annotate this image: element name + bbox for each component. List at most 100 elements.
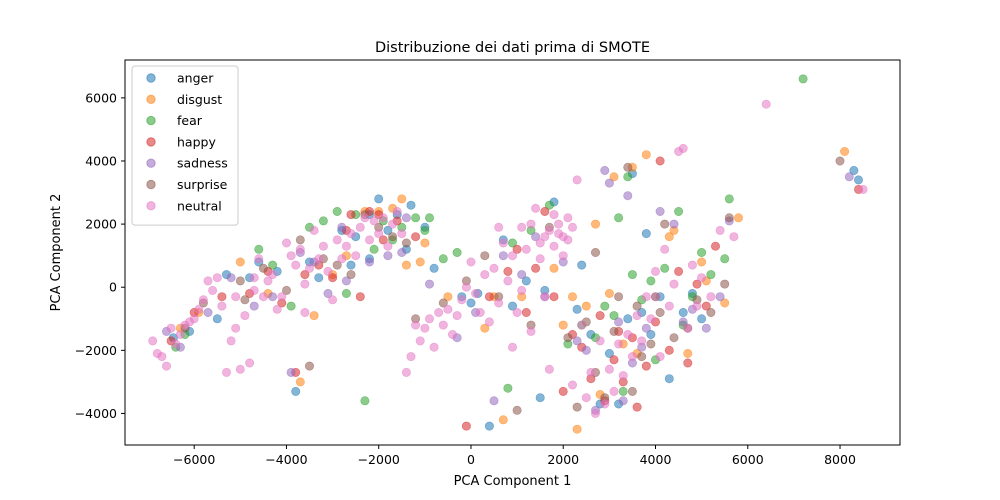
point-disgust-20 (558, 320, 568, 330)
point-surprise-16 (438, 298, 448, 308)
point-sadness-25 (581, 345, 591, 355)
point-happy-7 (300, 270, 310, 280)
x-axis: −6000 −4000 −2000 0 2000 4000 6000 8000 (173, 445, 856, 467)
point-neutral-65 (447, 329, 457, 339)
point-anger-28 (535, 393, 545, 403)
point-happy-34 (632, 402, 642, 412)
point-neutral-116 (683, 323, 693, 333)
point-sadness-13 (383, 251, 393, 261)
point-neutral-29 (281, 238, 291, 248)
point-fear-26 (600, 301, 610, 311)
point-neutral-137 (249, 273, 259, 283)
point-surprise-18 (480, 251, 490, 261)
point-fear-22 (544, 200, 554, 210)
point-neutral-118 (692, 301, 702, 311)
x-tick-label: 8000 (824, 452, 856, 467)
point-neutral-13 (208, 285, 218, 295)
y-tick-label: −2000 (75, 343, 117, 358)
point-neutral-50 (378, 213, 388, 223)
point-neutral-54 (397, 229, 407, 239)
point-happy-12 (355, 292, 365, 302)
point-fear-3 (268, 260, 278, 270)
x-tick-label: −4000 (265, 452, 307, 467)
point-neutral-126 (544, 364, 554, 374)
point-disgust-41 (567, 292, 577, 302)
point-neutral-9 (189, 314, 199, 324)
point-fear-30 (627, 270, 637, 280)
point-happy-11 (346, 210, 356, 220)
point-neutral-82 (526, 326, 536, 336)
point-sadness-24 (572, 336, 582, 346)
point-surprise-5 (281, 285, 291, 295)
point-disgust-13 (420, 238, 430, 248)
point-neutral-36 (314, 254, 324, 264)
point-neutral-83 (531, 203, 541, 213)
point-surprise-42 (835, 156, 845, 166)
legend-label-anger: anger (177, 71, 214, 86)
point-neutral-108 (646, 314, 656, 324)
point-neutral-115 (678, 143, 688, 153)
point-happy-31 (609, 355, 619, 365)
point-disgust-5 (309, 311, 319, 321)
point-neutral-27 (272, 304, 282, 314)
point-fear-35 (674, 207, 684, 217)
point-surprise-36 (669, 333, 679, 343)
point-neutral-98 (600, 399, 610, 409)
point-surprise-4 (258, 263, 268, 273)
point-sadness-44 (397, 248, 407, 258)
point-neutral-120 (706, 292, 716, 302)
point-sadness-42 (844, 172, 854, 182)
point-neutral-94 (581, 393, 591, 403)
point-fear-44 (420, 225, 430, 235)
point-anger-40 (641, 229, 651, 239)
legend-marker-neutral (146, 201, 156, 211)
point-neutral-57 (411, 320, 421, 330)
point-neutral-62 (434, 307, 444, 317)
point-anger-20 (429, 263, 439, 273)
point-disgust-39 (840, 147, 850, 157)
point-neutral-87 (549, 241, 559, 251)
point-happy-15 (378, 235, 388, 245)
point-neutral-58 (415, 336, 425, 346)
point-neutral-97 (595, 336, 605, 346)
point-neutral-96 (590, 408, 600, 418)
x-tick-label: 2000 (547, 452, 579, 467)
point-fear-28 (614, 213, 624, 223)
point-sadness-43 (623, 191, 633, 201)
point-disgust-30 (641, 150, 651, 160)
point-fear-7 (332, 207, 342, 217)
point-surprise-35 (660, 219, 670, 229)
point-disgust-26 (609, 172, 619, 182)
point-happy-9 (328, 273, 338, 283)
point-sadness-33 (641, 323, 651, 333)
point-disgust-21 (572, 424, 582, 434)
x-tick-label: 6000 (732, 452, 764, 467)
point-neutral-128 (558, 251, 568, 261)
point-neutral-55 (401, 367, 411, 377)
point-surprise-10 (346, 270, 356, 280)
point-sadness-4 (249, 301, 259, 311)
point-sadness-39 (701, 323, 711, 333)
point-fear-8 (341, 288, 351, 298)
point-fear-15 (411, 213, 421, 223)
point-sadness-37 (678, 317, 688, 327)
point-neutral-23 (254, 254, 264, 264)
point-neutral-31 (291, 260, 301, 270)
point-neutral-130 (526, 219, 536, 229)
point-fear-16 (424, 213, 434, 223)
point-happy-38 (664, 345, 674, 355)
point-neutral-5 (171, 339, 181, 349)
point-happy-17 (411, 232, 421, 242)
point-happy-18 (461, 421, 471, 431)
y-axis-label: PCA Component 2 (49, 194, 64, 312)
y-axis: −4000 −2000 0 2000 4000 6000 (75, 90, 125, 421)
point-neutral-73 (484, 317, 494, 327)
point-neutral-42 (341, 241, 351, 251)
point-happy-2 (217, 292, 227, 302)
point-neutral-68 (461, 282, 471, 292)
point-anger-37 (623, 314, 633, 324)
point-neutral-41 (337, 254, 347, 264)
point-neutral-4 (166, 323, 176, 333)
point-neutral-2 (157, 352, 167, 362)
legend: anger disgust fear happy sadness surprise neut… (131, 65, 239, 226)
